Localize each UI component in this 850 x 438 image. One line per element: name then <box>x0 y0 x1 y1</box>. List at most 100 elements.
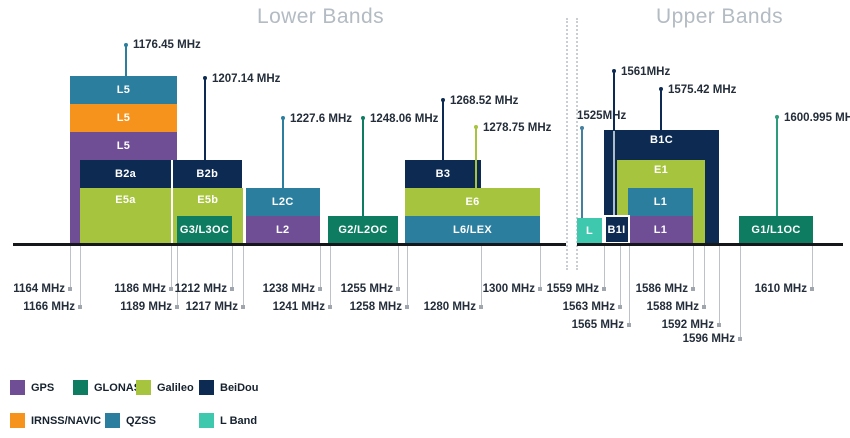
marker-line <box>660 89 662 130</box>
marker-label: 1268.52 MHz <box>450 95 519 107</box>
tick-leader-line <box>703 246 705 307</box>
marker-label: 1600.995 MHz <box>784 112 850 124</box>
band-b2a: B2a <box>80 160 171 188</box>
tick-leader-line <box>628 246 630 325</box>
tick-label: 1186 MHz <box>114 283 166 295</box>
tick-dot <box>717 323 721 327</box>
marker-dot <box>474 125 478 129</box>
legend-label: BeiDou <box>220 382 259 394</box>
tick-label: 1238 MHz <box>262 283 315 295</box>
band-g2l2oc-label: G2/L2OC <box>338 224 388 236</box>
scale-break-line <box>565 18 568 270</box>
band-l5-gps-label: L5 <box>116 140 131 152</box>
tick-label: 1241 MHz <box>272 301 325 313</box>
band-l2c-label: L2C <box>271 196 294 208</box>
tick-label: 1166 MHz <box>23 301 75 313</box>
tick-dot <box>78 305 82 309</box>
band-l2c: L2C <box>245 188 320 216</box>
marker-dot <box>580 126 584 130</box>
band-l2: L2 <box>245 216 320 244</box>
marker-line <box>442 100 444 160</box>
tick-dot <box>328 305 332 309</box>
tick-leader-line <box>480 246 482 307</box>
tick-leader-line <box>329 246 331 307</box>
tick-dot <box>318 287 322 291</box>
tick-label: 1300 MHz <box>482 283 535 295</box>
tick-label: 1217 MHz <box>185 301 238 313</box>
band-g3l3oc: G3/L3OC <box>177 216 232 244</box>
tick-dot <box>738 337 742 341</box>
lower-bands-title: Lower Bands <box>257 5 384 28</box>
band-e5a-label: E5a <box>115 194 136 206</box>
marker-label: 1278.75 MHz <box>483 122 552 134</box>
band-e1-label: E1 <box>653 164 669 176</box>
marker-dot <box>775 115 779 119</box>
marker-label: 1248.06 MHz <box>370 113 439 125</box>
marker-label: 1561MHz <box>621 66 671 78</box>
legend-swatch-glonass <box>73 380 88 395</box>
band-l1-gps: L1 <box>628 216 693 244</box>
tick-label: 1588 MHz <box>646 301 699 313</box>
tick-dot <box>230 287 234 291</box>
band-l5-qzss-label: L5 <box>116 83 131 96</box>
tick-dot <box>241 305 245 309</box>
band-g2l2oc: G2/L2OC <box>328 216 398 244</box>
tick-leader-line <box>619 246 621 307</box>
band-e6: E6 <box>405 188 540 216</box>
band-e5b-label: E5b <box>197 194 219 206</box>
legend-label: IRNSS/NAVIC <box>31 415 102 427</box>
tick-leader-line <box>811 246 813 289</box>
band-b3: B3 <box>405 160 481 188</box>
marker-line <box>613 131 615 215</box>
band-e5a: E5a <box>80 188 171 244</box>
marker-dot <box>659 87 663 91</box>
tick-dot <box>618 305 622 309</box>
tick-leader-line <box>319 246 321 289</box>
band-l6lex-label: L6/LEX <box>452 224 493 236</box>
marker-dot <box>361 116 365 120</box>
tick-label: 1212 MHz <box>174 283 227 295</box>
tick-label: 1255 MHz <box>340 283 393 295</box>
marker-label: 1207.14 MHz <box>212 73 281 85</box>
tick-leader-line <box>739 246 741 339</box>
upper-bands-title: Upper Bands <box>656 5 783 28</box>
band-b2b-label: B2b <box>196 168 219 180</box>
tick-label: 1596 MHz <box>682 333 735 345</box>
band-b2b: B2b <box>172 160 242 188</box>
axis-line-segment <box>13 242 566 246</box>
tick-label: 1563 MHz <box>562 301 615 313</box>
marker-line <box>581 128 583 218</box>
band-b1i: B1I <box>603 215 630 244</box>
band-b2a-label: B2a <box>114 168 137 180</box>
band-e6-label: E6 <box>465 196 480 208</box>
band-g1l1oc-label: G1/L1OC <box>751 224 801 236</box>
marker-dot <box>441 98 445 102</box>
legend-swatch-l-band <box>199 413 214 428</box>
tick-leader-line <box>69 246 71 289</box>
legend-swatch-gps <box>10 380 25 395</box>
band-g3l3oc-label: G3/L3OC <box>179 224 230 236</box>
marker-line <box>362 118 364 216</box>
band-l1-gps-label: L1 <box>653 224 668 236</box>
tick-leader-line <box>603 246 605 289</box>
tick-dot <box>175 305 179 309</box>
marker-label: 1525MHz <box>577 110 627 122</box>
tick-dot <box>405 305 409 309</box>
tick-dot <box>68 287 72 291</box>
legend-swatch-galileo <box>136 380 151 395</box>
tick-leader-line <box>692 246 694 289</box>
tick-dot <box>627 323 631 327</box>
legend-swatch-qzss <box>105 413 120 428</box>
tick-label: 1565 MHz <box>571 319 624 331</box>
band-b1c-label: B1C <box>650 134 673 146</box>
marker-label: 1575.42 MHz <box>668 84 737 96</box>
tick-leader-line <box>539 246 541 289</box>
marker-dot <box>612 69 616 73</box>
tick-dot <box>169 287 173 291</box>
tick-label: 1586 MHz <box>635 283 688 295</box>
tick-leader-line <box>231 246 233 289</box>
band-lband: L <box>577 218 602 244</box>
legend-label: QZSS <box>126 415 156 427</box>
axis-line-segment <box>577 242 843 246</box>
tick-label: 1592 MHz <box>661 319 714 331</box>
